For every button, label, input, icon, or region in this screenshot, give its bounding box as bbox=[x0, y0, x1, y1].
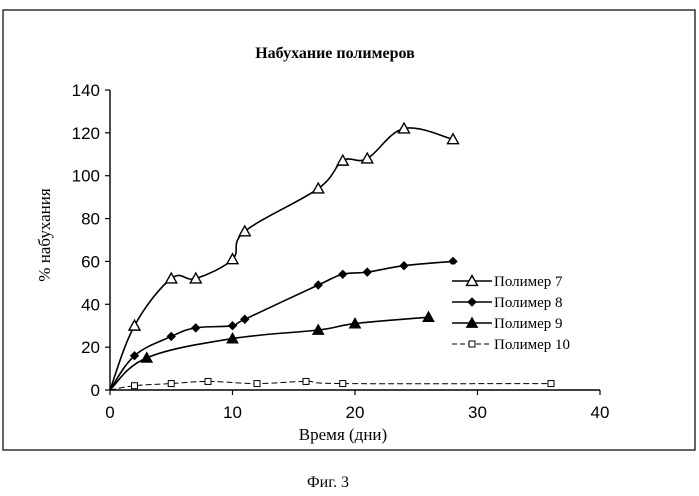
series-line bbox=[109, 316, 429, 391]
data-point bbox=[191, 323, 201, 333]
y-tick-label: 40 bbox=[81, 295, 100, 314]
legend-label: Полимер 7 bbox=[494, 274, 563, 290]
x-tick-label: 20 bbox=[346, 403, 365, 422]
data-point bbox=[167, 380, 175, 388]
data-point bbox=[311, 323, 325, 335]
data-point bbox=[348, 317, 362, 329]
x-axis-label: Время (дни) bbox=[299, 425, 387, 444]
data-point bbox=[127, 318, 142, 331]
data-point bbox=[336, 153, 350, 166]
data-point bbox=[547, 380, 555, 388]
data-point bbox=[422, 310, 435, 323]
data-point bbox=[164, 271, 178, 284]
data-point bbox=[313, 280, 323, 290]
data-point bbox=[238, 224, 252, 237]
legend-label: Полимер 10 bbox=[494, 337, 570, 353]
series-line bbox=[109, 260, 454, 391]
data-point bbox=[226, 332, 239, 344]
y-tick-label: 100 bbox=[72, 167, 100, 186]
x-tick-label: 30 bbox=[468, 403, 487, 422]
chart-frame bbox=[2, 9, 696, 451]
x-tick-label: 10 bbox=[223, 403, 242, 422]
y-tick-label: 120 bbox=[72, 124, 100, 143]
series-polymer-9 bbox=[109, 310, 435, 391]
data-point bbox=[338, 269, 348, 279]
data-point bbox=[302, 377, 310, 385]
chart-title: Набухание полимеров bbox=[255, 45, 415, 62]
axes: 0 20 40 60 80 100 120 140 0 10 20 30 40 bbox=[72, 81, 610, 422]
data-point bbox=[129, 351, 140, 361]
y-tick-label: 60 bbox=[81, 252, 100, 271]
series-polymer-7 bbox=[109, 121, 460, 391]
data-point bbox=[399, 261, 409, 271]
data-point bbox=[448, 256, 458, 267]
data-point bbox=[362, 267, 372, 277]
data-point bbox=[166, 331, 176, 342]
data-point bbox=[240, 314, 250, 324]
data-point bbox=[227, 321, 238, 331]
series-line bbox=[109, 127, 454, 391]
y-tick-label: 80 bbox=[81, 210, 100, 229]
data-point bbox=[465, 316, 479, 328]
series-polymer-8 bbox=[109, 256, 458, 391]
legend-label: Полимер 8 bbox=[494, 295, 563, 311]
figure-caption: Фиг. 3 bbox=[307, 474, 349, 491]
x-tick-label: 0 bbox=[105, 403, 114, 422]
data-point bbox=[189, 271, 203, 284]
legend-entry-polymer-10: Полимер 10 bbox=[452, 337, 570, 353]
data-point bbox=[140, 351, 154, 363]
data-point bbox=[225, 252, 240, 265]
legend: Полимер 7 Полимер 8 Полимер 9 Полимер 10 bbox=[444, 264, 606, 358]
data-point bbox=[311, 181, 325, 194]
x-tick-label: 40 bbox=[591, 403, 610, 422]
data-point bbox=[468, 340, 476, 348]
legend-entry-polymer-9: Полимер 9 bbox=[452, 316, 563, 332]
legend-label: Полимер 9 bbox=[494, 316, 563, 332]
data-point bbox=[204, 377, 212, 385]
data-point bbox=[397, 121, 411, 134]
y-tick-label: 0 bbox=[91, 381, 100, 400]
legend-entry-polymer-8: Полимер 8 bbox=[452, 295, 563, 311]
legend-entry-polymer-7: Полимер 7 bbox=[452, 274, 563, 290]
data-point bbox=[339, 380, 347, 388]
series-line bbox=[109, 380, 552, 391]
y-tick-label: 20 bbox=[81, 338, 100, 357]
data-point bbox=[360, 151, 374, 164]
data-point bbox=[467, 297, 477, 307]
y-tick-label: 140 bbox=[72, 81, 100, 100]
data-point bbox=[253, 380, 261, 388]
series-layer bbox=[109, 121, 555, 391]
data-point bbox=[446, 132, 460, 145]
data-point bbox=[465, 274, 479, 287]
data-point bbox=[131, 382, 138, 390]
y-axis-label: % набухания bbox=[35, 188, 54, 282]
series-polymer-10 bbox=[109, 377, 555, 391]
